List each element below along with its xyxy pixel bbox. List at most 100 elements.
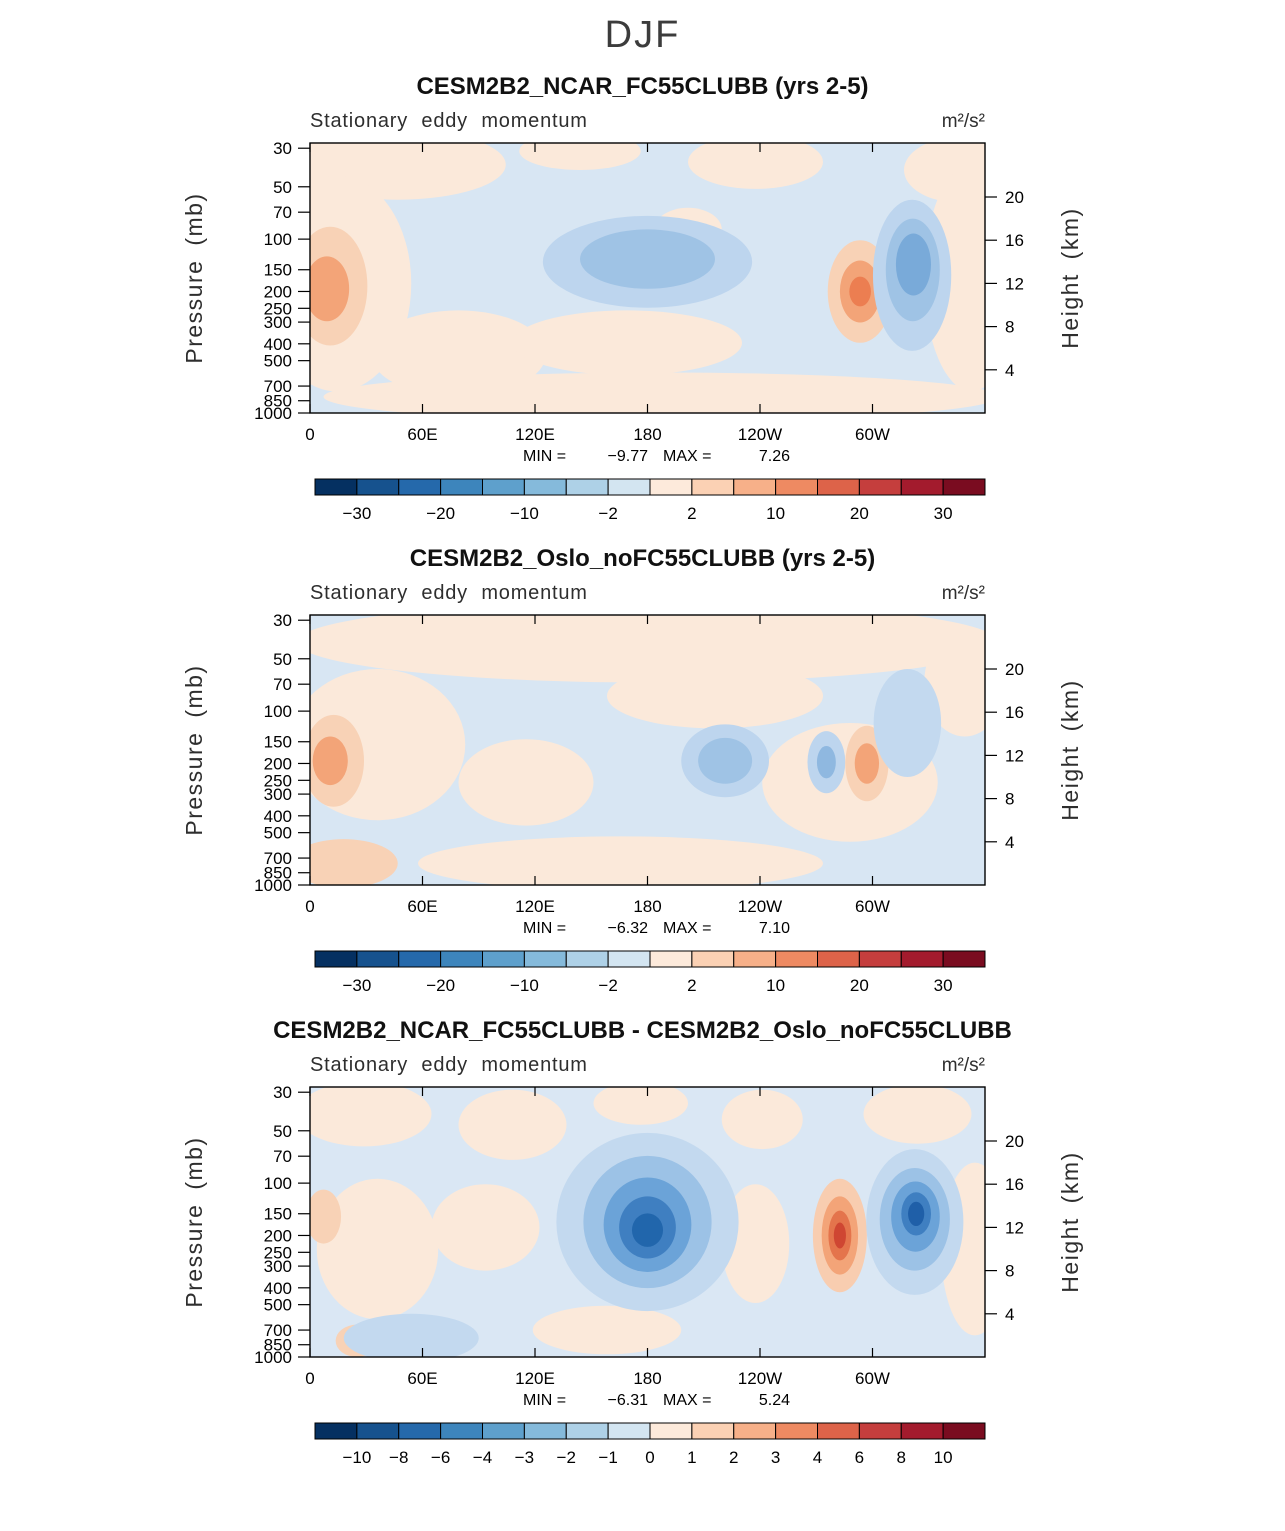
- colorbar-segment: [440, 1422, 483, 1440]
- colorbar-segment: [482, 478, 525, 496]
- colorbar-label: 10: [766, 504, 785, 523]
- lon-tick-label: 0: [305, 897, 314, 916]
- contour-blob: [310, 256, 350, 322]
- colorbar-segment: [523, 478, 567, 496]
- pressure-tick-label: 100: [264, 702, 292, 721]
- pressure-tick-label: 150: [264, 733, 292, 752]
- colorbar-segment: [398, 950, 442, 968]
- colorbar-label: −6: [431, 1448, 450, 1467]
- pressure-tick-label: 400: [264, 335, 292, 354]
- colorbar-label: −30: [342, 976, 371, 995]
- colorbar-label: 20: [850, 976, 869, 995]
- panel-title: CESM2B2_NCAR_FC55CLUBB (yrs 2-5): [416, 73, 869, 100]
- colorbar-segment: [858, 478, 902, 496]
- contour-blob: [607, 663, 823, 729]
- units-label: m²/s²: [942, 111, 985, 132]
- contour-blob: [721, 1089, 803, 1150]
- panel-title: CESM2B2_Oslo_noFC55CLUBB (yrs 2-5): [409, 545, 876, 572]
- colorbar-label: 30: [934, 976, 953, 995]
- contour-plot: Stationary eddy momentum m²/s² 0 60E 120E 180…: [181, 1054, 1083, 1409]
- panel-oslo-nofc55clubb: CESM2B2_Oslo_noFC55CLUBB (yrs 2-5) Stati…: [0, 545, 1285, 1001]
- colorbar-segment: [858, 950, 902, 968]
- height-tick-label: 12: [1005, 1218, 1024, 1237]
- min-label: MIN =: [523, 920, 566, 937]
- colorbar-segment: [733, 950, 777, 968]
- panel-ncar-fc55clubb: CESM2B2_NCAR_FC55CLUBB (yrs 2-5) Station…: [0, 73, 1285, 529]
- pressure-tick-label: 70: [273, 675, 292, 694]
- pressure-tick-label: 30: [273, 1083, 292, 1102]
- height-tick-label: 4: [1005, 833, 1014, 852]
- contour-field: [310, 1087, 985, 1357]
- colorbar-segment: [817, 478, 860, 496]
- colorbar-segment: [356, 478, 400, 496]
- colorbar-segment: [398, 1422, 442, 1440]
- panel-title: CESM2B2_NCAR_FC55CLUBB - CESM2B2_Oslo_no…: [273, 1017, 1012, 1044]
- colorbar-segment: [691, 950, 735, 968]
- contour-blob: [310, 1087, 432, 1147]
- lon-tick-label: 180: [633, 897, 661, 916]
- field-label: Stationary eddy momentum: [310, 110, 588, 132]
- colorbar-segment: [314, 1422, 358, 1440]
- colorbar-segment: [858, 1422, 902, 1440]
- colorbar-label: 10: [766, 976, 785, 995]
- max-label: MAX =: [663, 448, 711, 465]
- colorbar-segment: [314, 950, 358, 968]
- lon-tick-label: 0: [305, 1369, 314, 1388]
- height-tick-label: 16: [1005, 231, 1024, 250]
- pressure-tick-label: 850: [264, 1336, 292, 1355]
- colorbar-segment: [607, 1422, 651, 1440]
- contour-blob: [323, 372, 985, 413]
- colorbar-label: −1: [598, 1448, 617, 1467]
- colorbar-label: 20: [850, 504, 869, 523]
- pressure-tick-label: 300: [264, 313, 292, 332]
- min-label: MIN =: [523, 1392, 566, 1409]
- contour-blob: [593, 1087, 688, 1125]
- pressure-axis-title: Pressure (mb): [181, 664, 207, 835]
- contour-blob: [532, 1305, 682, 1355]
- contour-blob: [458, 739, 594, 826]
- colorbar-label: −3: [515, 1448, 534, 1467]
- units-label: m²/s²: [942, 583, 985, 604]
- pressure-tick-label: 50: [273, 178, 292, 197]
- max-label: MAX =: [663, 1392, 711, 1409]
- colorbar-segment: [900, 478, 944, 496]
- contour-blob: [816, 745, 836, 779]
- colorbar-segment: [649, 950, 693, 968]
- panel-difference: CESM2B2_NCAR_FC55CLUBB - CESM2B2_Oslo_no…: [0, 1017, 1285, 1473]
- contour-plot: Stationary eddy momentum m²/s² 0 60E 120E 180…: [181, 110, 1083, 465]
- min-value: −9.77: [608, 448, 649, 465]
- height-tick-label: 16: [1005, 703, 1024, 722]
- colorbar-segment: [817, 950, 860, 968]
- min-value: −6.31: [608, 1392, 649, 1409]
- pressure-tick-label: 200: [264, 754, 292, 773]
- contour-blob: [512, 310, 742, 376]
- colorbar-label: −10: [510, 976, 539, 995]
- colorbar-segment: [733, 478, 777, 496]
- lon-tick-label: 60E: [407, 897, 437, 916]
- height-tick-label: 12: [1005, 746, 1024, 765]
- colorbar-segment: [649, 478, 693, 496]
- lon-tick-label: 60W: [855, 897, 890, 916]
- contour-blob: [873, 669, 942, 777]
- units-label: m²/s²: [942, 1055, 985, 1076]
- lon-tick-label: 180: [633, 425, 661, 444]
- contour-blob: [721, 1184, 790, 1303]
- colorbar-segment: [775, 950, 818, 968]
- pressure-tick-label: 500: [264, 352, 292, 371]
- height-tick-label: 16: [1005, 1175, 1024, 1194]
- colorbar-segment: [356, 1422, 400, 1440]
- colorbar: −30 −20 −10 −2 2 10 20 30: [314, 478, 986, 523]
- lon-tick-label: 120E: [515, 425, 555, 444]
- contour-blob: [519, 143, 641, 170]
- lon-tick-label: 60E: [407, 425, 437, 444]
- pressure-tick-label: 300: [264, 1257, 292, 1276]
- figure-title: DJF: [604, 14, 681, 56]
- max-value: 7.10: [759, 920, 790, 937]
- lon-tick-label: 120W: [738, 897, 782, 916]
- pressure-tick-label: 850: [264, 392, 292, 411]
- colorbar-label: 2: [729, 1448, 738, 1467]
- colorbar-label: 8: [897, 1448, 906, 1467]
- colorbar-label: 1: [687, 1448, 696, 1467]
- contour-blob: [458, 1089, 567, 1160]
- colorbar-segment: [733, 1422, 777, 1440]
